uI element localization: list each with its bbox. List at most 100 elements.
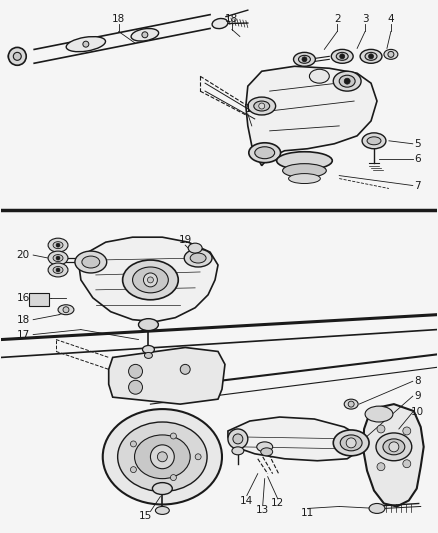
Circle shape	[170, 474, 177, 481]
Circle shape	[348, 401, 354, 407]
Ellipse shape	[339, 75, 355, 87]
Text: 18: 18	[112, 13, 125, 23]
Text: 4: 4	[388, 13, 394, 23]
Circle shape	[368, 54, 374, 59]
Ellipse shape	[362, 133, 386, 149]
Circle shape	[302, 57, 307, 62]
Circle shape	[195, 454, 201, 460]
Ellipse shape	[48, 263, 68, 277]
Ellipse shape	[48, 251, 68, 265]
Text: 19: 19	[179, 235, 192, 245]
Circle shape	[403, 460, 411, 468]
Ellipse shape	[142, 345, 155, 353]
Ellipse shape	[384, 50, 398, 59]
Circle shape	[233, 434, 243, 444]
Ellipse shape	[298, 55, 311, 63]
Ellipse shape	[138, 319, 159, 330]
Circle shape	[63, 307, 69, 313]
Ellipse shape	[8, 52, 18, 60]
Circle shape	[346, 438, 356, 448]
Circle shape	[148, 277, 153, 283]
Polygon shape	[246, 66, 377, 166]
Ellipse shape	[131, 28, 159, 41]
Ellipse shape	[254, 101, 270, 111]
Circle shape	[8, 47, 26, 65]
Circle shape	[389, 442, 399, 452]
Ellipse shape	[134, 435, 190, 479]
Text: 9: 9	[414, 391, 421, 401]
Ellipse shape	[293, 52, 315, 66]
Ellipse shape	[58, 305, 74, 314]
Circle shape	[150, 445, 174, 469]
Ellipse shape	[333, 430, 369, 456]
Text: 6: 6	[414, 154, 421, 164]
Polygon shape	[79, 237, 218, 321]
Circle shape	[129, 380, 142, 394]
Circle shape	[56, 243, 60, 247]
Circle shape	[131, 441, 136, 447]
Circle shape	[83, 41, 89, 47]
Ellipse shape	[255, 147, 275, 159]
Circle shape	[180, 365, 190, 374]
Ellipse shape	[155, 506, 170, 514]
Circle shape	[340, 54, 345, 59]
Ellipse shape	[365, 406, 393, 422]
Text: 15: 15	[139, 511, 152, 521]
Bar	[29, 293, 49, 306]
Circle shape	[56, 256, 60, 260]
Ellipse shape	[66, 37, 106, 52]
Ellipse shape	[188, 243, 202, 253]
Circle shape	[13, 52, 21, 60]
Ellipse shape	[367, 137, 381, 145]
Text: 1: 1	[244, 104, 251, 114]
Ellipse shape	[277, 152, 332, 169]
Ellipse shape	[232, 447, 244, 455]
Circle shape	[228, 429, 248, 449]
Ellipse shape	[257, 442, 273, 452]
Ellipse shape	[333, 71, 361, 91]
Text: 8: 8	[414, 376, 421, 386]
Text: 2: 2	[334, 13, 341, 23]
Text: 18: 18	[225, 13, 239, 23]
Ellipse shape	[369, 504, 385, 513]
Ellipse shape	[123, 260, 178, 300]
Text: 20: 20	[17, 250, 30, 260]
Ellipse shape	[365, 52, 377, 60]
Ellipse shape	[283, 164, 326, 177]
Ellipse shape	[152, 482, 172, 495]
Circle shape	[259, 103, 265, 109]
Ellipse shape	[331, 50, 353, 63]
Circle shape	[377, 425, 385, 433]
Ellipse shape	[53, 255, 63, 262]
Ellipse shape	[53, 266, 63, 273]
Circle shape	[403, 427, 411, 435]
Ellipse shape	[118, 422, 207, 491]
Circle shape	[388, 51, 394, 58]
Text: 3: 3	[362, 13, 368, 23]
Text: 5: 5	[414, 139, 421, 149]
Ellipse shape	[48, 238, 68, 252]
Ellipse shape	[248, 97, 276, 115]
Ellipse shape	[289, 174, 320, 183]
Circle shape	[142, 32, 148, 38]
Text: 16: 16	[17, 293, 30, 303]
Text: 10: 10	[411, 407, 424, 417]
Polygon shape	[109, 348, 225, 404]
Ellipse shape	[376, 433, 412, 461]
Polygon shape	[363, 404, 424, 506]
Text: 11: 11	[301, 508, 314, 519]
Ellipse shape	[309, 69, 329, 83]
Ellipse shape	[103, 409, 222, 504]
Circle shape	[56, 268, 60, 272]
Ellipse shape	[261, 448, 273, 456]
Ellipse shape	[133, 267, 168, 293]
Ellipse shape	[336, 52, 348, 60]
Ellipse shape	[212, 19, 228, 29]
Circle shape	[144, 273, 157, 287]
Ellipse shape	[249, 143, 281, 163]
Ellipse shape	[190, 253, 206, 263]
Ellipse shape	[340, 435, 362, 451]
Ellipse shape	[383, 439, 405, 455]
Circle shape	[377, 463, 385, 471]
Ellipse shape	[360, 50, 382, 63]
